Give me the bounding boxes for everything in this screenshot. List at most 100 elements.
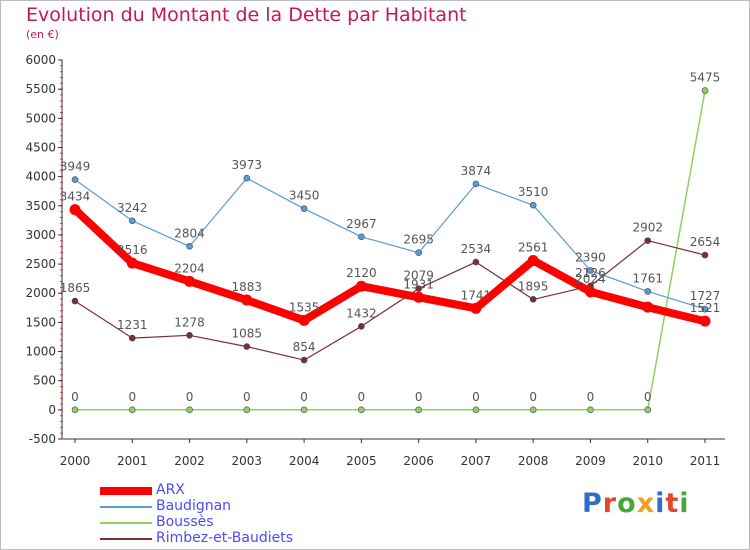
- y-tick-label: 1500: [25, 315, 56, 329]
- legend: ARX Baudignan Boussès Rimbez-et-Baudiets: [100, 482, 360, 547]
- data-point-arx: [642, 301, 654, 313]
- data-label-rimbez-et-baudiets: 2079: [403, 269, 434, 283]
- data-point-bouss-s: [415, 406, 422, 414]
- data-point-baudignan: [644, 288, 652, 295]
- y-tick-label: 4000: [25, 170, 56, 184]
- data-label-baudignan: 3949: [60, 160, 91, 174]
- data-point-baudignan: [415, 249, 422, 257]
- data-label-bouss-s: 0: [186, 390, 194, 404]
- data-point-arx: [69, 204, 81, 216]
- data-label-arx: 2516: [117, 243, 148, 257]
- data-point-rimbez-et-baudiets: [644, 237, 652, 244]
- data-label-arx: 1931: [403, 277, 434, 291]
- y-tick-label: 5500: [25, 82, 56, 96]
- data-point-rimbez-et-baudiets: [358, 323, 365, 330]
- data-point-baudignan: [128, 217, 136, 225]
- data-point-baudignan: [243, 174, 251, 182]
- data-label-rimbez-et-baudiets: 2902: [632, 221, 663, 235]
- x-tick-label: 2002: [174, 454, 205, 468]
- data-point-rimbez-et-baudiets: [472, 258, 480, 266]
- y-tick-label: -500: [29, 432, 56, 446]
- data-label-bouss-s: 0: [644, 390, 652, 404]
- data-label-arx: 1741: [461, 288, 492, 302]
- data-point-bouss-s: [71, 406, 79, 414]
- axes: -500 0 500 1000 1500 2000 2500 3000 3500 4000 4500…: [25, 53, 725, 468]
- data-label-bouss-s: 0: [529, 390, 537, 404]
- x-tick-label: 2007: [461, 454, 492, 468]
- data-label-rimbez-et-baudiets: 2654: [690, 235, 721, 249]
- y-tick-label: 4500: [25, 140, 56, 154]
- data-label-baudignan: 3450: [289, 189, 320, 203]
- y-tick-label: 5000: [25, 111, 56, 125]
- legend-swatch: [100, 487, 152, 495]
- series-line-arx: [72, 206, 706, 326]
- data-label-bouss-s: 0: [587, 390, 595, 404]
- x-tick-label: 2010: [632, 454, 663, 468]
- data-labels-layer: 3434 2516 2204 1883 1535 2120 1931 1741 2561 2024…: [60, 71, 721, 404]
- data-point-rimbez-et-baudiets: [243, 343, 251, 350]
- y-tick-label: 2000: [25, 286, 56, 300]
- data-point-rimbez-et-baudiets: [415, 285, 422, 292]
- series-line-rimbez-et-baudiets: [74, 240, 706, 361]
- data-point-bouss-s: [186, 406, 193, 414]
- data-point-arx: [184, 275, 196, 287]
- x-tick-label: 2001: [117, 454, 148, 468]
- data-label-bouss-s: 0: [300, 390, 308, 404]
- data-point-baudignan: [529, 201, 537, 209]
- data-label-arx: 1521: [690, 301, 721, 315]
- logo-letter: i: [679, 488, 690, 519]
- x-tick-label: 2006: [403, 454, 434, 468]
- data-point-baudignan: [472, 180, 480, 188]
- y-tick-label: 2500: [25, 257, 56, 271]
- data-point-bouss-s: [644, 406, 652, 414]
- x-tick-label: 2009: [575, 454, 606, 468]
- data-label-bouss-s: 0: [415, 390, 423, 404]
- y-tick-label: 3500: [25, 199, 56, 213]
- data-label-arx: 2120: [346, 266, 377, 280]
- data-label-bouss-s: 5475: [690, 71, 721, 85]
- data-point-arx: [527, 255, 539, 267]
- logo-letter: i: [655, 488, 666, 519]
- data-label-baudignan: 3510: [518, 185, 549, 199]
- data-label-rimbez-et-baudiets: 1085: [232, 327, 263, 341]
- x-tick-label: 2008: [518, 454, 549, 468]
- logo-letter: P: [582, 488, 603, 519]
- legend-item-baudignan: Baudignan: [100, 498, 360, 515]
- data-point-bouss-s: [472, 406, 480, 414]
- data-label-arx: 2204: [174, 261, 205, 275]
- data-label-bouss-s: 0: [71, 390, 79, 404]
- data-label-baudignan: 2967: [346, 217, 377, 231]
- data-point-rimbez-et-baudiets: [529, 296, 537, 303]
- data-point-arx: [298, 314, 310, 326]
- data-point-arx: [241, 294, 253, 306]
- data-label-arx: 1883: [232, 280, 263, 294]
- data-label-arx: 2561: [518, 241, 549, 255]
- logo-letter: r: [602, 488, 618, 519]
- data-label-bouss-s: 0: [472, 390, 480, 404]
- logo-letter: x: [636, 488, 656, 519]
- data-point-bouss-s: [300, 406, 308, 414]
- series-line-baudignan: [74, 177, 706, 310]
- proxiti-logo: Proxiti: [582, 488, 690, 519]
- data-label-rimbez-et-baudiets: 1278: [174, 315, 205, 329]
- data-point-rimbez-et-baudiets: [186, 332, 193, 339]
- legend-item-arx: ARX: [100, 482, 360, 499]
- data-point-bouss-s: [243, 406, 251, 414]
- data-label-rimbez-et-baudiets: 1432: [346, 306, 377, 320]
- data-point-bouss-s: [587, 406, 594, 414]
- y-tick-label: 1000: [25, 345, 56, 359]
- legend-item-bouss-s: Boussès: [100, 514, 360, 531]
- data-point-bouss-s: [358, 406, 365, 414]
- data-point-arx: [413, 291, 425, 303]
- legend-label: Boussès: [156, 514, 214, 530]
- data-label-rimbez-et-baudiets: 2126: [575, 266, 606, 280]
- data-label-rimbez-et-baudiets: 2534: [461, 242, 492, 256]
- data-point-rimbez-et-baudiets: [701, 251, 709, 259]
- legend-swatch: [100, 522, 152, 524]
- chart-subtitle: (en €): [26, 28, 59, 41]
- data-point-bouss-s: [701, 87, 709, 94]
- data-point-baudignan: [587, 267, 594, 274]
- legend-swatch: [100, 538, 152, 540]
- data-label-bouss-s: 0: [243, 390, 251, 404]
